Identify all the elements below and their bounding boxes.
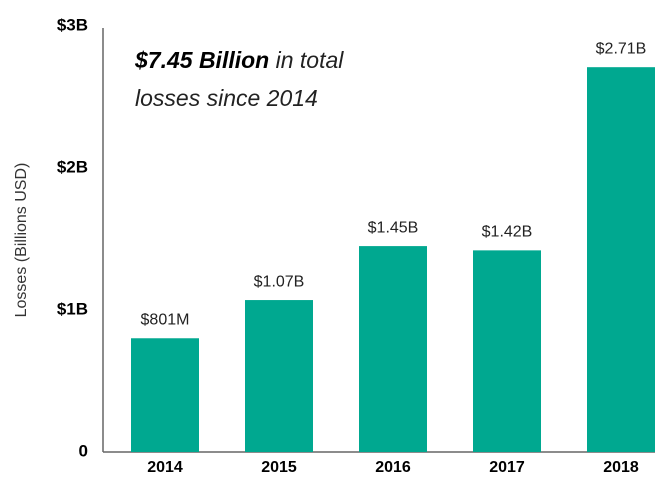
bar (473, 250, 541, 452)
annotation-text: in total (276, 47, 345, 73)
x-tick-label: 2016 (375, 459, 411, 476)
annotation-text: losses since 2014 (135, 85, 318, 111)
value-label: $1.07B (254, 273, 305, 290)
y-tick-label: $1B (57, 299, 88, 318)
annotation-emphasis: $7.45 Billion (134, 47, 269, 73)
value-label: $801M (141, 311, 190, 328)
bar (587, 67, 655, 453)
bar (359, 246, 427, 452)
y-tick-label: $3B (57, 15, 88, 34)
annotation: $7.45 Billion in total (134, 47, 344, 73)
bar (245, 300, 313, 452)
x-tick-label: 2014 (147, 459, 183, 476)
x-tick-label: 2018 (603, 459, 639, 476)
y-tick-label: $2B (57, 157, 88, 176)
x-tick-label: 2017 (489, 459, 525, 476)
y-tick-label: 0 (79, 441, 88, 460)
value-label: $1.42B (482, 224, 533, 241)
bar (131, 338, 199, 452)
value-label: $1.45B (368, 219, 419, 236)
y-axis-label: Losses (Billions USD) (13, 163, 30, 318)
x-tick-label: 2015 (261, 459, 297, 476)
value-label: $2.71B (596, 40, 647, 57)
